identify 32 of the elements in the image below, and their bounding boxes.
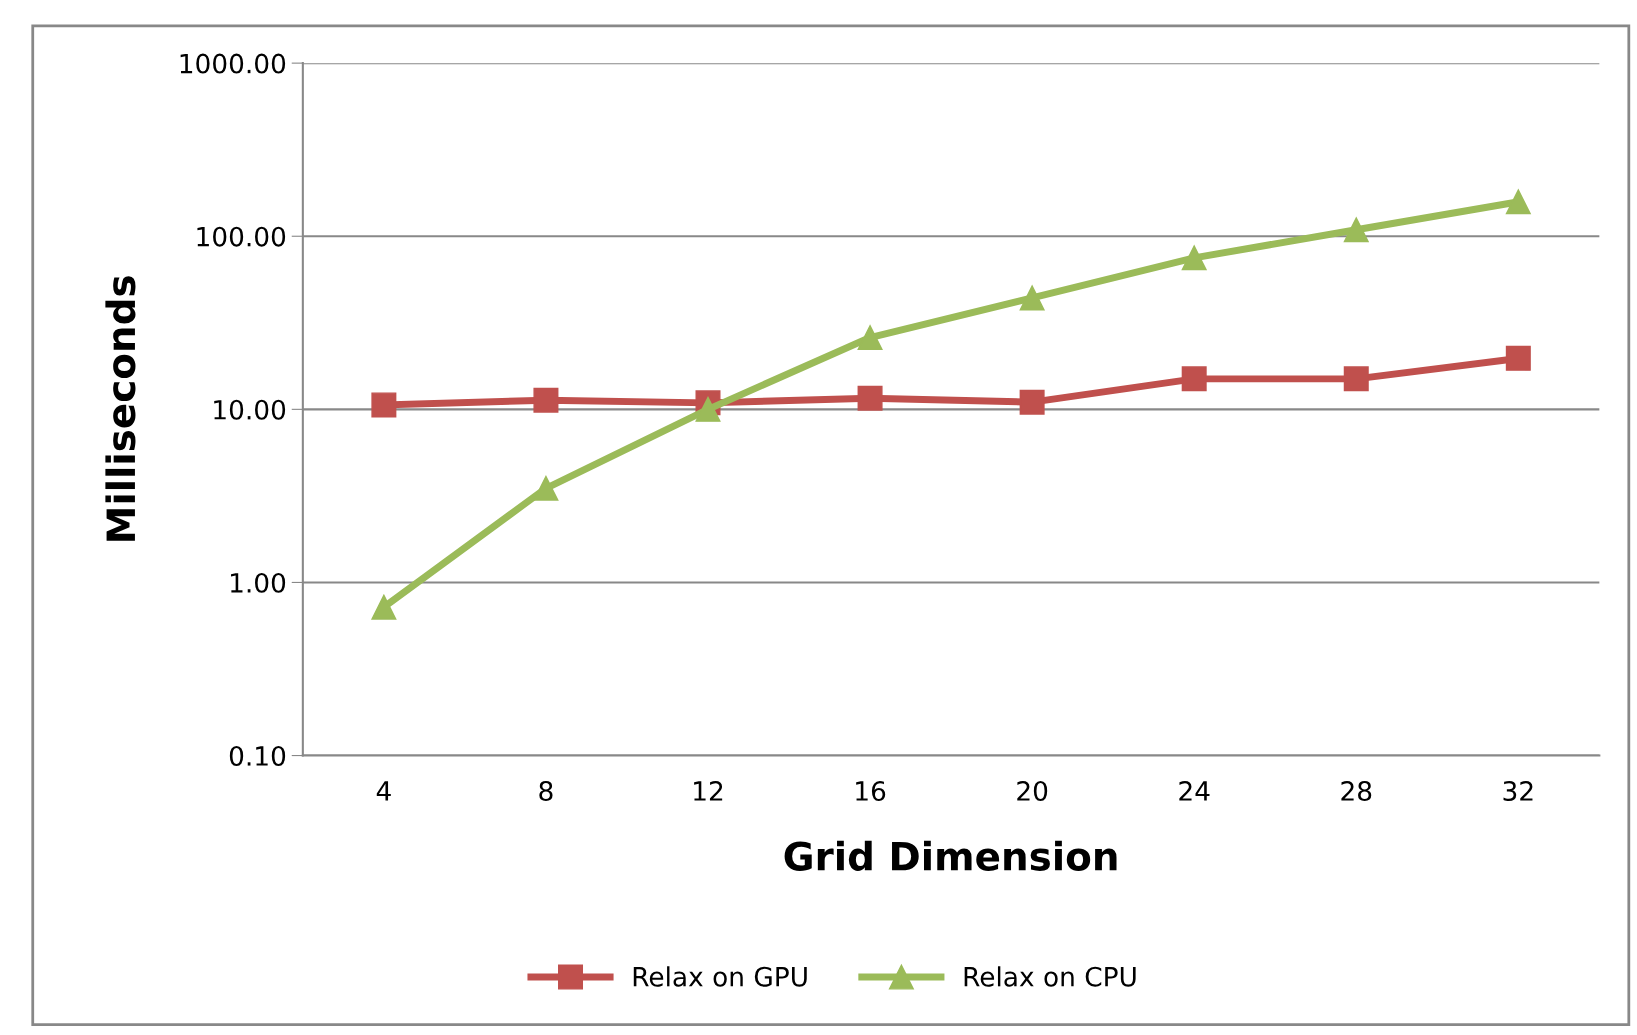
point bbox=[1181, 366, 1207, 392]
y-tick-label: 100.00 bbox=[197, 226, 286, 247]
y-tick-label: 10.00 bbox=[214, 399, 286, 420]
y-axis-title: Milliseconds bbox=[105, 276, 136, 541]
point bbox=[1019, 285, 1045, 311]
legend-label: Relax on GPU bbox=[633, 966, 807, 987]
y-tick-label: 1000.00 bbox=[180, 53, 286, 74]
point bbox=[1505, 189, 1531, 215]
x-tick-label: 28 bbox=[1341, 781, 1372, 801]
point bbox=[695, 396, 721, 422]
x-tick-label: 24 bbox=[1179, 781, 1210, 801]
point bbox=[1343, 366, 1369, 392]
point bbox=[857, 325, 883, 351]
x-tick-label: 16 bbox=[856, 781, 886, 801]
point bbox=[1505, 345, 1531, 371]
x-tick-label: 8 bbox=[539, 781, 553, 801]
x-tick-label: 20 bbox=[1017, 781, 1048, 801]
point bbox=[1343, 217, 1369, 243]
x-axis-title: Grid Dimension bbox=[784, 840, 1117, 871]
point bbox=[533, 387, 559, 413]
point bbox=[371, 594, 397, 620]
x-tick-label: 32 bbox=[1503, 781, 1533, 801]
point bbox=[1181, 245, 1207, 271]
point bbox=[533, 475, 559, 501]
point bbox=[857, 385, 883, 411]
y-tick-label: 1.00 bbox=[231, 572, 286, 593]
point bbox=[371, 392, 397, 418]
x-tick-label: 12 bbox=[694, 781, 723, 801]
point bbox=[1019, 389, 1045, 415]
x-tick-label: 4 bbox=[376, 781, 391, 801]
y-tick-label: 0.10 bbox=[229, 745, 286, 766]
legend-label: Relax on CPU bbox=[964, 966, 1136, 987]
